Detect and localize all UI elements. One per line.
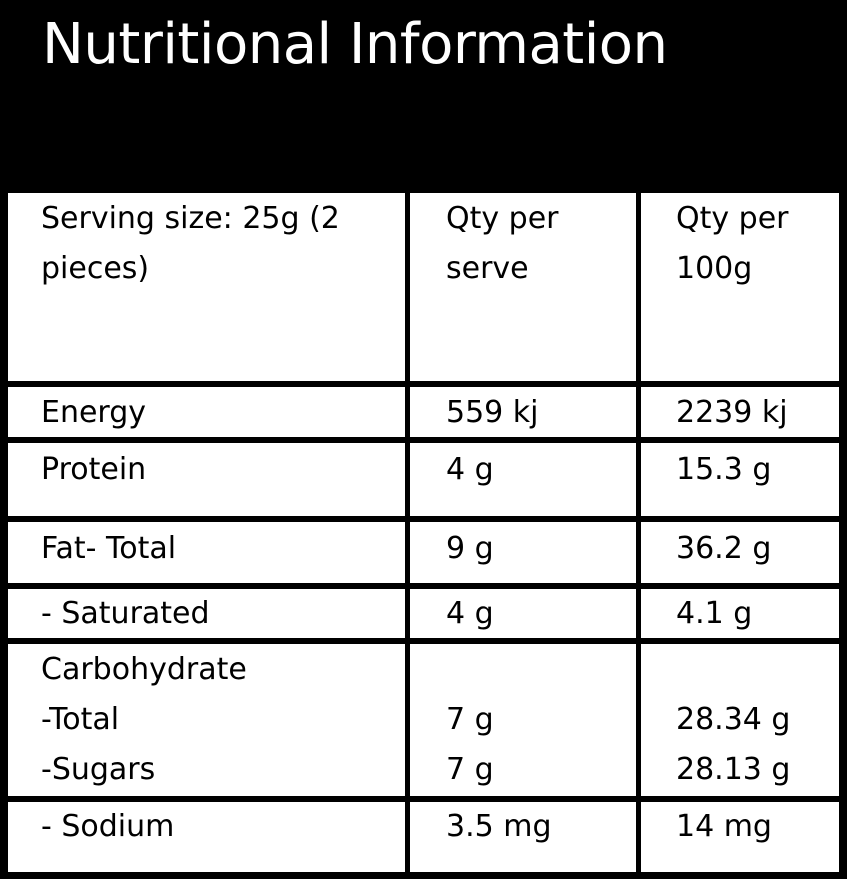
carbohydrate-per-100g-cell: 28.34 g 28.13 g — [641, 644, 839, 796]
qty-per-serve-header: Qty per serve — [410, 193, 636, 381]
serving-size-cell: Serving size: 25g (2 pieces) — [8, 193, 405, 381]
per-serve-value: 3.5 mg — [410, 802, 636, 872]
nutrient-name: - Sodium — [8, 802, 405, 872]
serving-size-line2: pieces) — [41, 251, 150, 286]
carbohydrate-cell: Carbohydrate -Total -Sugars — [8, 644, 405, 796]
per-serve-value: 4 g — [410, 443, 636, 516]
per-100g-value: 14 mg — [641, 802, 839, 872]
nutrient-name: Protein — [8, 443, 405, 516]
per-100g-value: 36.2 g — [641, 522, 839, 583]
per-100g-value: 2239 kj — [641, 387, 839, 437]
carbohydrate-total-label: -Total — [41, 702, 120, 737]
qty-per-100g-line2: 100g — [676, 251, 753, 286]
page-title: Nutritional Information — [42, 12, 668, 77]
per-serve-value: 559 kj — [410, 387, 636, 437]
carbohydrate-sugars-per-serve: 7 g — [446, 752, 494, 787]
nutrient-name: Energy — [8, 387, 405, 437]
per-serve-value: 9 g — [410, 522, 636, 583]
nutrient-name: Fat- Total — [8, 522, 405, 583]
per-serve-value: 4 g — [410, 589, 636, 638]
carbohydrate-sugars-per-100g: 28.13 g — [676, 752, 791, 787]
carbohydrate-sugars-label: -Sugars — [41, 752, 156, 787]
qty-per-serve-line1: Qty per — [446, 201, 559, 236]
carbohydrate-total-per-100g: 28.34 g — [676, 702, 791, 737]
qty-per-100g-header: Qty per 100g — [641, 193, 839, 381]
per-100g-value: 15.3 g — [641, 443, 839, 516]
carbohydrate-per-serve-cell: 7 g 7 g — [410, 644, 636, 796]
carbohydrate-heading: Carbohydrate — [41, 652, 247, 687]
qty-per-100g-line1: Qty per — [676, 201, 789, 236]
serving-size-line1: Serving size: 25g (2 — [41, 201, 340, 236]
carbohydrate-total-per-serve: 7 g — [446, 702, 494, 737]
qty-per-serve-line2: serve — [446, 251, 529, 286]
nutrient-name: - Saturated — [8, 589, 405, 638]
per-100g-value: 4.1 g — [641, 589, 839, 638]
